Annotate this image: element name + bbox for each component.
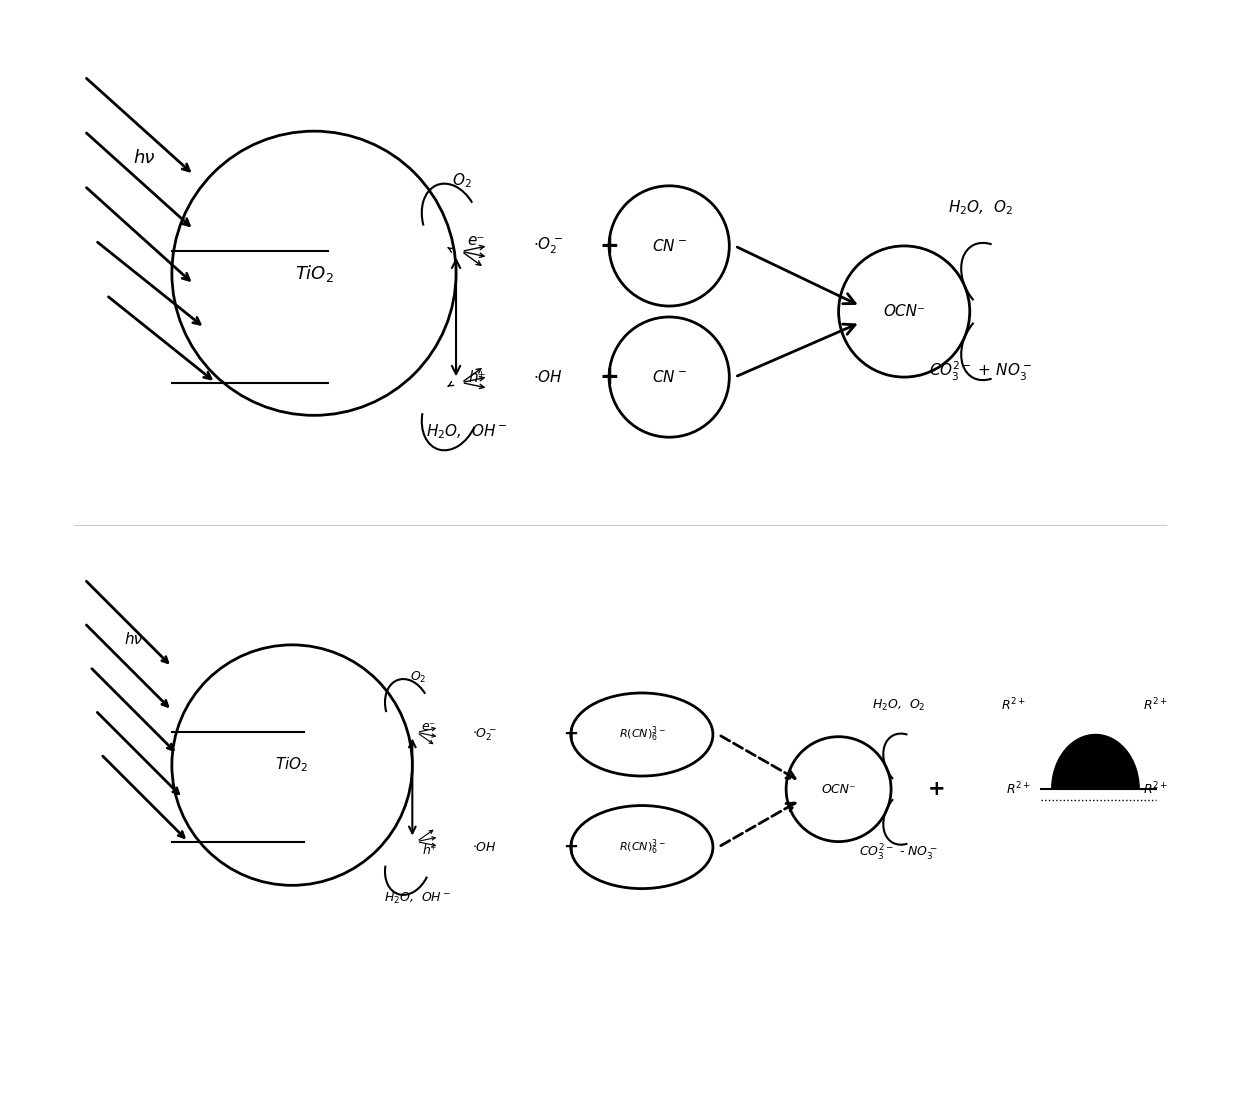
Text: $H_2O$,  $OH^-$: $H_2O$, $OH^-$ xyxy=(427,422,508,442)
Text: $\cdot OH$: $\cdot OH$ xyxy=(532,369,563,385)
Text: +: + xyxy=(563,726,578,743)
Polygon shape xyxy=(1052,734,1140,789)
Text: $TiO_2$: $TiO_2$ xyxy=(275,755,309,775)
Text: $R(CN)_6^{3-}$: $R(CN)_6^{3-}$ xyxy=(619,725,665,744)
Text: +: + xyxy=(563,838,578,856)
Text: e⁻: e⁻ xyxy=(467,233,485,248)
Text: +: + xyxy=(929,779,946,799)
Text: h⁺: h⁺ xyxy=(422,844,436,857)
Text: hν: hν xyxy=(124,632,143,647)
Text: hν: hν xyxy=(134,150,155,167)
Text: $H_2O$,  $O_2$: $H_2O$, $O_2$ xyxy=(949,198,1013,218)
Text: OCN⁻: OCN⁻ xyxy=(821,783,856,796)
Text: $R(CN)_6^{3-}$: $R(CN)_6^{3-}$ xyxy=(619,837,665,857)
Text: $R^{2+}$: $R^{2+}$ xyxy=(1143,696,1168,714)
Text: $\cdot O_2^-$: $\cdot O_2^-$ xyxy=(532,236,563,256)
Text: +: + xyxy=(599,234,619,258)
Text: $CO_3^{2-}$ - $NO_3^-$: $CO_3^{2-}$ - $NO_3^-$ xyxy=(859,843,937,862)
Text: $R^{2+}$: $R^{2+}$ xyxy=(1007,780,1032,798)
Text: $CO_3^{2-}$ + $NO_3^-$: $CO_3^{2-}$ + $NO_3^-$ xyxy=(929,360,1032,384)
Text: $\cdot O_2^-$: $\cdot O_2^-$ xyxy=(472,726,497,743)
Text: $R^{2+}$: $R^{2+}$ xyxy=(1001,696,1025,714)
Text: $CN^-$: $CN^-$ xyxy=(652,369,687,385)
Text: +: + xyxy=(599,365,619,389)
Text: Zeolite: Zeolite xyxy=(1079,761,1122,774)
Text: e⁻: e⁻ xyxy=(422,720,435,733)
Text: $H_2O$,  $OH^-$: $H_2O$, $OH^-$ xyxy=(384,891,451,906)
Text: $R^{2+}$: $R^{2+}$ xyxy=(1143,780,1168,798)
Text: $H_2O$,  $O_2$: $H_2O$, $O_2$ xyxy=(872,697,925,713)
Text: OCN⁻: OCN⁻ xyxy=(883,304,925,319)
Text: h⁺: h⁺ xyxy=(467,369,486,385)
Text: $O_2$: $O_2$ xyxy=(451,171,471,190)
Text: $TiO_2$: $TiO_2$ xyxy=(295,262,334,284)
Text: $\cdot OH$: $\cdot OH$ xyxy=(472,841,497,854)
Text: $CN^-$: $CN^-$ xyxy=(652,238,687,254)
Text: $O_2$: $O_2$ xyxy=(409,670,427,685)
